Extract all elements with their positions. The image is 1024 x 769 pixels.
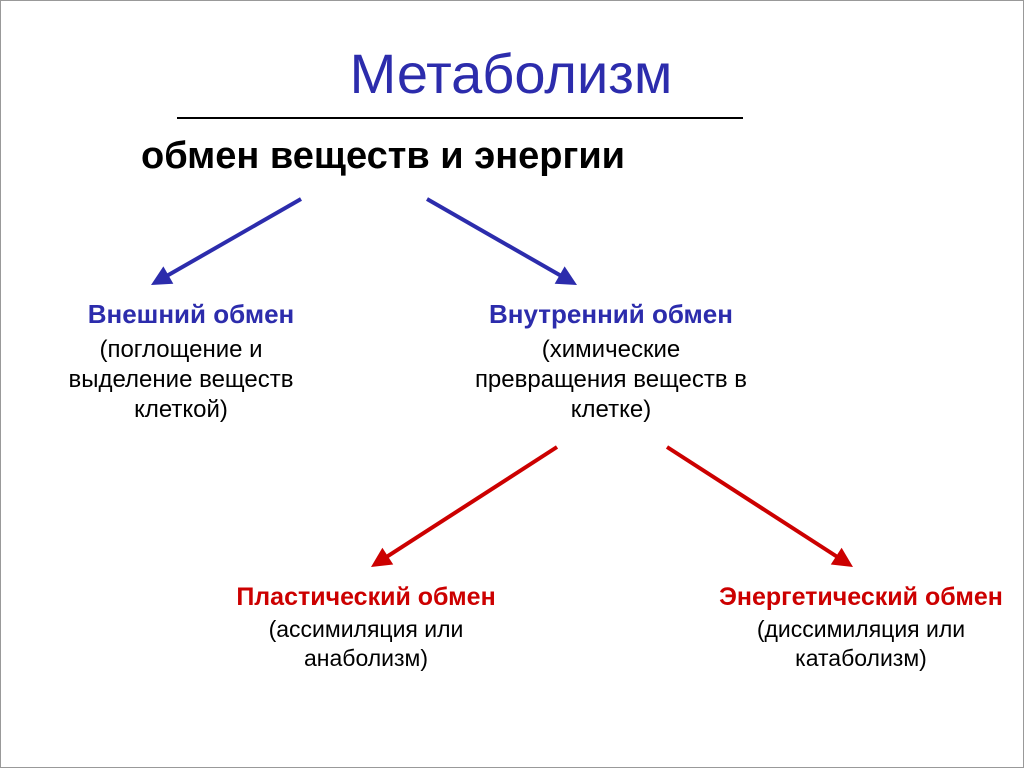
arrowhead-to-plastic bbox=[371, 548, 393, 567]
diagram-container: Метаболизм обмен веществ и энергии Внешн… bbox=[0, 0, 1024, 768]
node-heading-internal: Внутренний обмен bbox=[441, 299, 781, 330]
diagram-subtitle: обмен веществ и энергии bbox=[141, 135, 761, 178]
node-desc-external: (поглощение ивыделение веществклеткой) bbox=[21, 335, 341, 425]
title-underline bbox=[177, 117, 743, 119]
arrow-line-to-internal bbox=[427, 199, 567, 279]
diagram-title: Метаболизм bbox=[301, 41, 721, 106]
node-desc-internal: (химическиепревращения веществ вклетке) bbox=[431, 335, 791, 425]
node-desc-plastic: (ассимиляция илианаболизм) bbox=[221, 615, 511, 673]
arrowhead-to-energy bbox=[831, 548, 853, 567]
node-desc-energy: (диссимиляция иликатаболизм) bbox=[721, 615, 1001, 673]
node-heading-energy: Энергетический обмен bbox=[691, 583, 1024, 612]
arrow-line-to-energy bbox=[667, 447, 843, 560]
arrowhead-to-internal bbox=[555, 266, 577, 285]
arrow-line-to-plastic bbox=[381, 447, 557, 560]
node-heading-plastic: Пластический обмен bbox=[201, 583, 531, 612]
arrow-line-to-external bbox=[161, 199, 301, 279]
arrowhead-to-external bbox=[151, 266, 173, 285]
node-heading-external: Внешний обмен bbox=[41, 299, 341, 330]
